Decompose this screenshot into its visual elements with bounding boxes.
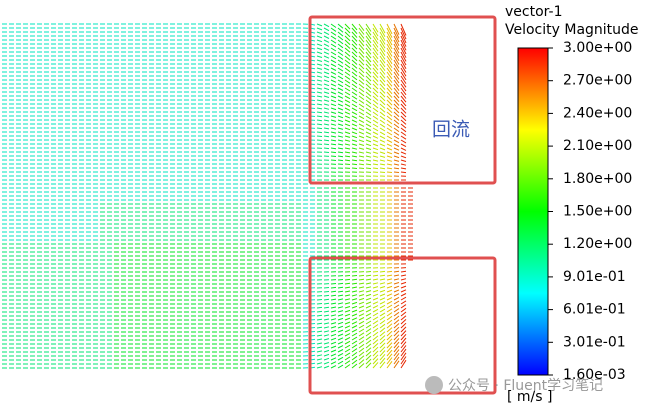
vector-arrows bbox=[344, 23, 358, 369]
vector-arrows bbox=[400, 23, 413, 369]
vector-arrows bbox=[2, 23, 330, 369]
legend-title: vector-1 bbox=[505, 4, 562, 20]
watermark: 公众号 · Fluent学习笔记 bbox=[448, 378, 603, 394]
unit-label: [ m/s ] bbox=[507, 389, 552, 405]
vector-field bbox=[2, 23, 413, 369]
colorbar-label: 1.80e+00 bbox=[563, 171, 632, 187]
colorbar-label: 1.60e-03 bbox=[563, 367, 626, 383]
legend-subtitle: Velocity Magnitude bbox=[505, 22, 639, 38]
vector-arrows bbox=[358, 23, 372, 369]
vector-arrows bbox=[2, 23, 316, 369]
colorbar-label: 1.20e+00 bbox=[563, 236, 632, 252]
watermark-icon bbox=[425, 376, 443, 394]
vector-arrows bbox=[393, 23, 400, 369]
colorbar-label: 2.40e+00 bbox=[563, 105, 632, 121]
highlight-box bbox=[308, 15, 497, 185]
colorbar-label: 2.10e+00 bbox=[563, 138, 632, 154]
colorbar-label: 3.00e+00 bbox=[563, 40, 632, 56]
colorbar-labels: 3.00e+00 2.70e+00 2.40e+00 2.10e+00 1.80e+00… bbox=[548, 40, 632, 383]
colorbar-label: 6.01e-01 bbox=[563, 302, 626, 318]
vector-arrows bbox=[386, 23, 393, 369]
vector-arrows bbox=[372, 23, 386, 369]
colorbar bbox=[517, 47, 549, 376]
vector-arrows bbox=[114, 23, 344, 369]
colorbar-label: 9.01e-01 bbox=[563, 269, 626, 285]
colorbar-label: 3.01e-01 bbox=[563, 334, 626, 350]
colorbar-label: 2.70e+00 bbox=[563, 73, 632, 89]
colorbar-label: 1.50e+00 bbox=[563, 204, 632, 220]
annotation: 回流 bbox=[432, 119, 470, 141]
highlight-box bbox=[308, 256, 497, 395]
